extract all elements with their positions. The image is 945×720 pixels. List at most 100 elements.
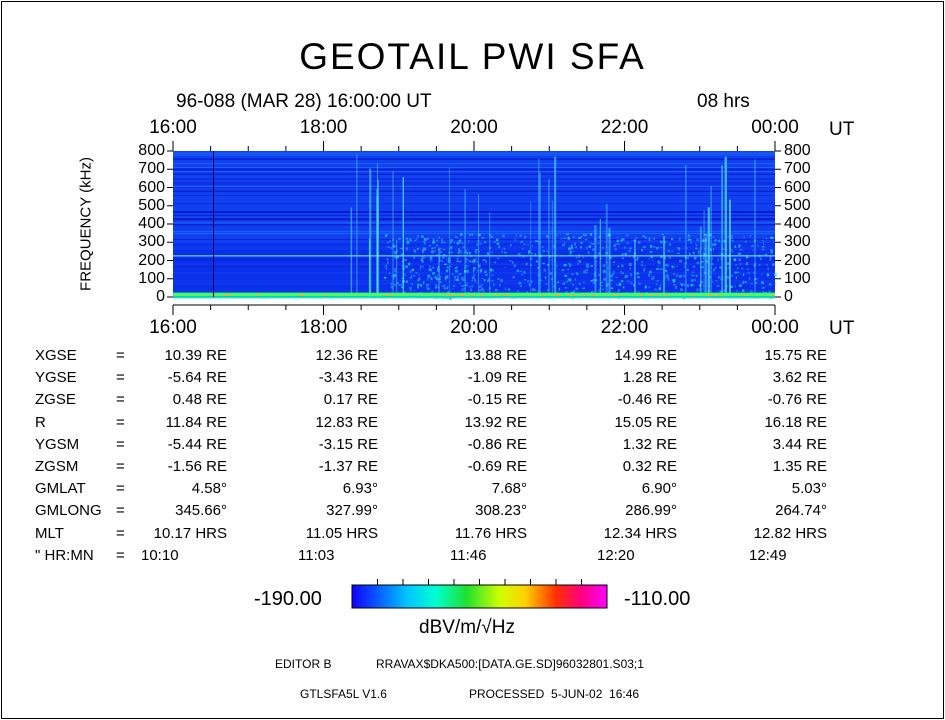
emission-pixel: [685, 256, 687, 260]
emission-pixel: [565, 291, 568, 294]
emission-pixel: [426, 283, 429, 287]
emission-pixel: [648, 258, 651, 260]
emission-pixel: [429, 259, 433, 262]
emission-pixel: [697, 250, 701, 253]
emission-pixel: [578, 256, 580, 258]
emission-pixel: [437, 267, 439, 271]
emission-pixel: [499, 283, 501, 287]
emission-pixel: [621, 264, 624, 268]
emission-pixel: [383, 276, 387, 279]
emission-pixel: [622, 257, 624, 260]
emission-pixel: [673, 284, 676, 286]
emission-pixel: [723, 289, 725, 292]
emission-pixel: [764, 291, 767, 293]
emission-pixel: [592, 278, 595, 281]
emission-pixel: [440, 247, 442, 250]
emission-pixel: [406, 240, 409, 242]
emission-pixel: [447, 257, 451, 260]
emission-pixel: [586, 246, 588, 250]
top-ut-label: UT: [829, 119, 855, 140]
emission-pixel: [516, 269, 519, 272]
emission-pixel: [680, 288, 683, 291]
emission-pixel: [603, 278, 606, 281]
emission-pixel: [601, 288, 604, 290]
emission-orange-dot: [584, 294, 587, 296]
emission-pixel: [692, 265, 696, 268]
emission-pixel: [490, 236, 494, 238]
emission-pixel: [644, 285, 647, 289]
emission-pixel: [398, 237, 401, 240]
emission-pixel: [556, 265, 558, 267]
emission-pixel: [466, 248, 469, 251]
spectrogram-emission: [383, 233, 777, 300]
ephemeris-label: YGSE: [35, 369, 77, 387]
emission-orange-dot: [557, 294, 560, 296]
emission-pixel: [607, 267, 609, 270]
emission-pixel: [760, 258, 762, 260]
emission-pixel: [573, 242, 576, 246]
ephemeris-value: 11.76 HRS: [454, 524, 527, 542]
emission-pixel: [638, 282, 641, 285]
right-freq-label: 100: [784, 269, 811, 287]
footer-processed: PROCESSED 5-JUN-02 16:46: [469, 687, 640, 701]
header-date: 96-088 (MAR 28) 16:00:00 UT: [176, 91, 432, 112]
emission-pixel: [770, 236, 774, 239]
emission-pixel: [679, 260, 682, 263]
emission-pixel: [519, 270, 523, 273]
top-tick-label: 20:00: [450, 117, 498, 138]
emission-pixel: [442, 285, 444, 288]
emission-pixel: [549, 255, 552, 258]
emission-pixel: [394, 255, 396, 258]
emission-pixel: [711, 263, 714, 265]
emission-pixel: [396, 282, 400, 285]
emission-pixel: [413, 275, 416, 277]
emission-pixel: [456, 278, 460, 281]
emission-pixel: [491, 280, 494, 282]
emission-pixel: [679, 275, 682, 278]
emission-pixel: [671, 238, 674, 241]
emission-pixel: [658, 287, 661, 291]
emission-pixel: [413, 256, 415, 259]
burst-line: [710, 186, 712, 297]
emission-pixel: [658, 265, 660, 267]
emission-orange-dot: [495, 294, 498, 296]
emission-pixel: [692, 271, 694, 273]
emission-pixel: [624, 275, 627, 279]
emission-pixel: [450, 239, 453, 242]
emission-pixel: [459, 282, 461, 284]
emission-pixel: [761, 246, 765, 248]
emission-pixel: [421, 259, 423, 261]
emission-pixel: [456, 242, 459, 245]
emission-pixel: [434, 287, 438, 289]
emission-pixel: [405, 247, 408, 251]
emission-pixel: [746, 268, 750, 270]
emission-pixel: [401, 265, 403, 267]
ephemeris-value: -1.56 RE: [167, 458, 227, 475]
emission-pixel: [695, 243, 697, 246]
ephemeris-value: 3.44 RE: [772, 435, 827, 453]
emission-pixel: [396, 250, 398, 253]
emission-pixel: [465, 257, 467, 261]
emission-pixel: [479, 243, 482, 245]
emission-pixel: [769, 255, 772, 258]
emission-pixel: [622, 286, 625, 289]
spectrogram-bursts: [350, 154, 756, 297]
emission-pixel: [448, 269, 451, 271]
emission-pixel: [617, 266, 620, 268]
emission-pixel: [712, 248, 714, 250]
emission-pixel: [745, 262, 748, 266]
emission-pixel: [678, 247, 681, 251]
ephemeris-value: 16.18 RE: [764, 413, 827, 431]
emission-pixel: [770, 249, 773, 252]
emission-pixel: [472, 259, 476, 262]
emission-pixel: [485, 260, 487, 264]
emission-pixel: [421, 256, 425, 260]
emission-pixel: [446, 269, 448, 273]
emission-pixel: [567, 268, 570, 271]
burst-line: [551, 200, 554, 297]
emission-pixel: [574, 278, 576, 281]
emission-pixel: [575, 246, 577, 249]
emission-orange-dot: [385, 294, 388, 296]
spectrogram-band: [173, 217, 775, 220]
